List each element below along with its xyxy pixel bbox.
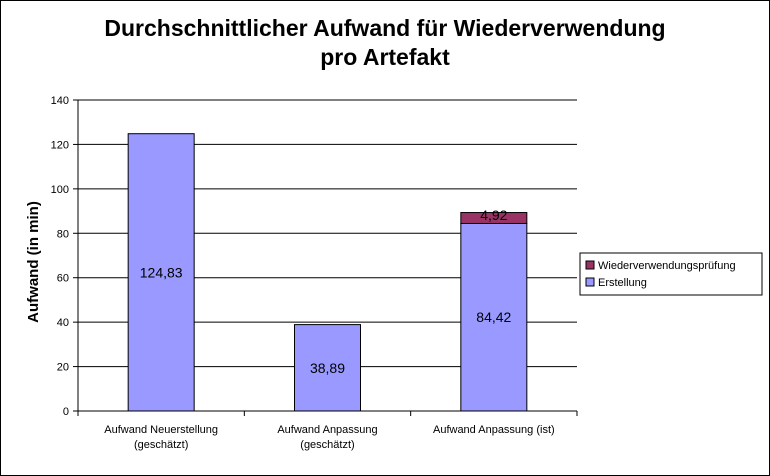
bar-erstellung [294,324,361,412]
legend-swatch [585,260,595,270]
y-tick-label: 60 [57,273,69,285]
axes [77,100,578,416]
bar-wiederverwendungspruefung [460,212,528,224]
x-tick-label: (geschätzt) [300,439,354,451]
legend-swatch [585,277,595,287]
y-tick-label: 0 [63,406,69,418]
data-label-erstellung: 38,89 [310,360,345,376]
legend-box [579,252,763,296]
y-tick-label: 120 [51,139,69,151]
legend: Wiederverwendungsprüfung Erstellung [579,252,763,296]
x-tick-label: Aufwand Anpassung [277,424,377,436]
data-label-erstellung: 84,42 [476,309,511,325]
data-label-erstellung: 124,83 [140,264,183,280]
data-label-wiederverwendungspruefung: 4,92 [480,207,507,223]
data-labels: 124,83 38,89 84,42 4,92 [140,207,512,376]
chart-title: Durchschnittlicher Aufwand für Wiederver… [0,14,770,72]
y-axis-ticks: 0 20 40 60 80 100 120 140 [51,95,78,418]
bars [127,133,528,412]
y-axis-label: Aufwand (in min) [25,201,42,323]
x-tick-label: Aufwand Neuerstellung [104,424,218,436]
bar-erstellung [127,133,195,412]
y-tick-label: 140 [51,95,69,107]
y-tick-label: 20 [57,362,69,374]
chart-title-line-1: Durchschnittlicher Aufwand für Wiederver… [104,15,666,41]
legend-label: Erstellung [598,277,647,289]
y-tick-label: 80 [57,228,69,240]
x-tick-label: (geschätzt) [134,439,188,451]
y-tick-label: 100 [51,184,69,196]
x-tick-label: Aufwand Anpassung (ist) [433,424,555,436]
y-tick-label: 40 [57,317,69,329]
legend-label: Wiederverwendungsprüfung [598,260,736,272]
chart-title-line-2: pro Artefakt [320,44,450,70]
x-axis-labels: Aufwand Neuerstellung (geschätzt) Aufwand … [104,424,554,451]
